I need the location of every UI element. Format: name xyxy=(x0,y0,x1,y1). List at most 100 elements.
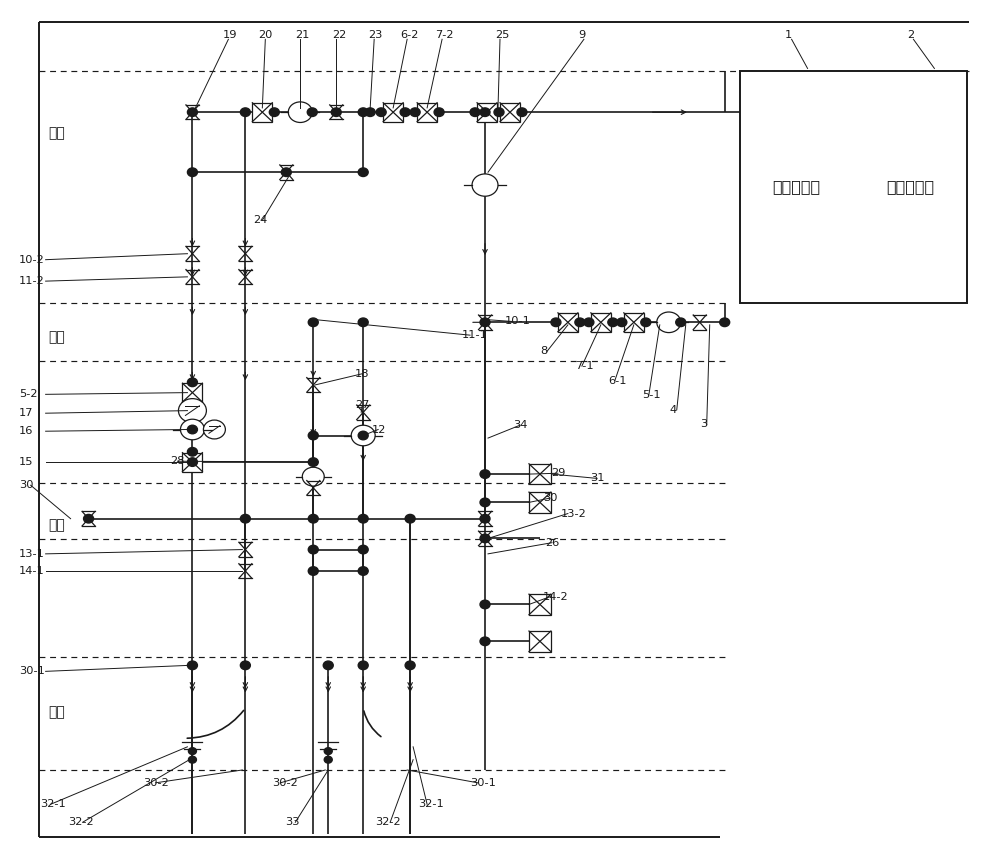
Text: 33: 33 xyxy=(285,817,300,827)
Circle shape xyxy=(517,108,527,117)
Text: 3: 3 xyxy=(700,419,707,430)
Text: 13-2: 13-2 xyxy=(561,509,587,519)
Circle shape xyxy=(480,108,490,117)
Circle shape xyxy=(400,108,410,117)
Text: 盾体: 盾体 xyxy=(49,519,65,533)
Text: 21: 21 xyxy=(295,30,310,40)
Circle shape xyxy=(365,108,375,117)
Circle shape xyxy=(358,567,368,576)
Text: 17: 17 xyxy=(19,408,33,418)
Text: 30-1: 30-1 xyxy=(19,667,45,676)
Text: 5-2: 5-2 xyxy=(19,389,37,399)
Text: 30: 30 xyxy=(543,493,557,503)
Text: 11-2: 11-2 xyxy=(19,276,44,286)
Circle shape xyxy=(410,108,420,117)
Circle shape xyxy=(240,515,250,523)
Text: 15: 15 xyxy=(19,457,33,467)
Circle shape xyxy=(584,318,594,326)
Circle shape xyxy=(302,467,324,486)
Bar xyxy=(558,313,578,332)
Circle shape xyxy=(269,108,279,117)
Circle shape xyxy=(480,318,490,326)
Text: 32-2: 32-2 xyxy=(375,817,401,827)
Text: 10-1: 10-1 xyxy=(505,316,531,326)
Text: 28: 28 xyxy=(170,456,185,466)
Bar xyxy=(500,103,520,122)
Bar xyxy=(417,103,437,122)
Circle shape xyxy=(187,448,197,456)
Bar xyxy=(740,71,967,302)
Circle shape xyxy=(187,661,197,670)
Text: 12: 12 xyxy=(372,424,387,435)
Circle shape xyxy=(657,312,681,332)
Circle shape xyxy=(188,747,196,754)
Circle shape xyxy=(358,431,368,440)
Text: 32-1: 32-1 xyxy=(418,799,444,809)
Text: 14-2: 14-2 xyxy=(543,592,569,602)
Circle shape xyxy=(480,534,490,543)
Circle shape xyxy=(494,108,504,117)
Circle shape xyxy=(188,756,196,763)
Circle shape xyxy=(240,661,250,670)
Text: 1: 1 xyxy=(785,30,792,40)
Circle shape xyxy=(281,168,291,176)
Bar xyxy=(591,313,611,332)
Text: 27: 27 xyxy=(355,400,370,411)
Circle shape xyxy=(187,108,197,117)
Text: 压滤机总成: 压滤机总成 xyxy=(886,180,934,194)
Text: 31: 31 xyxy=(590,473,604,484)
Bar xyxy=(529,594,551,615)
Circle shape xyxy=(551,318,561,326)
Text: 13-1: 13-1 xyxy=(19,549,45,559)
Bar xyxy=(529,464,551,484)
Text: 地面: 地面 xyxy=(49,126,65,141)
Text: 7-1: 7-1 xyxy=(575,361,594,371)
Circle shape xyxy=(288,102,312,123)
Text: 2: 2 xyxy=(907,30,915,40)
Circle shape xyxy=(324,747,332,754)
Text: 6-2: 6-2 xyxy=(400,30,419,40)
Text: 泥浆分离站: 泥浆分离站 xyxy=(773,180,821,194)
Bar xyxy=(529,492,551,513)
Circle shape xyxy=(405,661,415,670)
Circle shape xyxy=(308,458,318,466)
Text: 34: 34 xyxy=(513,420,527,430)
Circle shape xyxy=(203,420,225,439)
Circle shape xyxy=(178,399,206,423)
Circle shape xyxy=(405,515,415,523)
Circle shape xyxy=(358,318,368,326)
Text: 19: 19 xyxy=(222,30,237,40)
Circle shape xyxy=(720,318,730,326)
Circle shape xyxy=(84,515,94,523)
Circle shape xyxy=(480,470,490,478)
Text: 5-1: 5-1 xyxy=(642,390,660,400)
Bar xyxy=(182,383,202,402)
Circle shape xyxy=(351,425,375,446)
Text: 18: 18 xyxy=(355,369,370,379)
Circle shape xyxy=(376,108,386,117)
Bar xyxy=(477,103,497,122)
Text: 4: 4 xyxy=(670,405,677,415)
Circle shape xyxy=(358,545,368,554)
Bar xyxy=(624,313,644,332)
Text: 7-2: 7-2 xyxy=(435,30,454,40)
Circle shape xyxy=(676,318,686,326)
Circle shape xyxy=(308,318,318,326)
Circle shape xyxy=(480,637,490,646)
Circle shape xyxy=(470,108,480,117)
Circle shape xyxy=(480,600,490,609)
Text: 29: 29 xyxy=(551,468,565,478)
Bar xyxy=(252,103,272,122)
Circle shape xyxy=(187,458,197,466)
Circle shape xyxy=(472,174,498,196)
Text: 16: 16 xyxy=(19,426,33,436)
Text: 10-2: 10-2 xyxy=(19,254,44,265)
Circle shape xyxy=(358,168,368,176)
Circle shape xyxy=(308,515,318,523)
Circle shape xyxy=(358,661,368,670)
Circle shape xyxy=(480,498,490,507)
Text: 32-2: 32-2 xyxy=(69,817,94,827)
Circle shape xyxy=(180,419,204,440)
Circle shape xyxy=(617,318,627,326)
Circle shape xyxy=(324,756,332,763)
